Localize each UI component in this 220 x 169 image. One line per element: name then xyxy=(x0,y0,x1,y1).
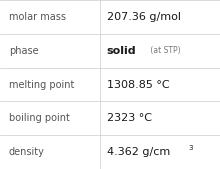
Text: phase: phase xyxy=(9,46,38,56)
Text: molar mass: molar mass xyxy=(9,12,66,22)
Text: (at STP): (at STP) xyxy=(148,46,181,55)
Text: boiling point: boiling point xyxy=(9,113,70,123)
Text: melting point: melting point xyxy=(9,79,74,90)
Text: solid: solid xyxy=(107,46,136,56)
Text: 3: 3 xyxy=(188,145,193,151)
Text: 1308.85 °C: 1308.85 °C xyxy=(107,79,169,90)
Text: 2323 °C: 2323 °C xyxy=(107,113,152,123)
Text: density: density xyxy=(9,147,45,157)
Text: 207.36 g/mol: 207.36 g/mol xyxy=(107,12,181,22)
Text: 4.362 g/cm: 4.362 g/cm xyxy=(107,147,170,157)
